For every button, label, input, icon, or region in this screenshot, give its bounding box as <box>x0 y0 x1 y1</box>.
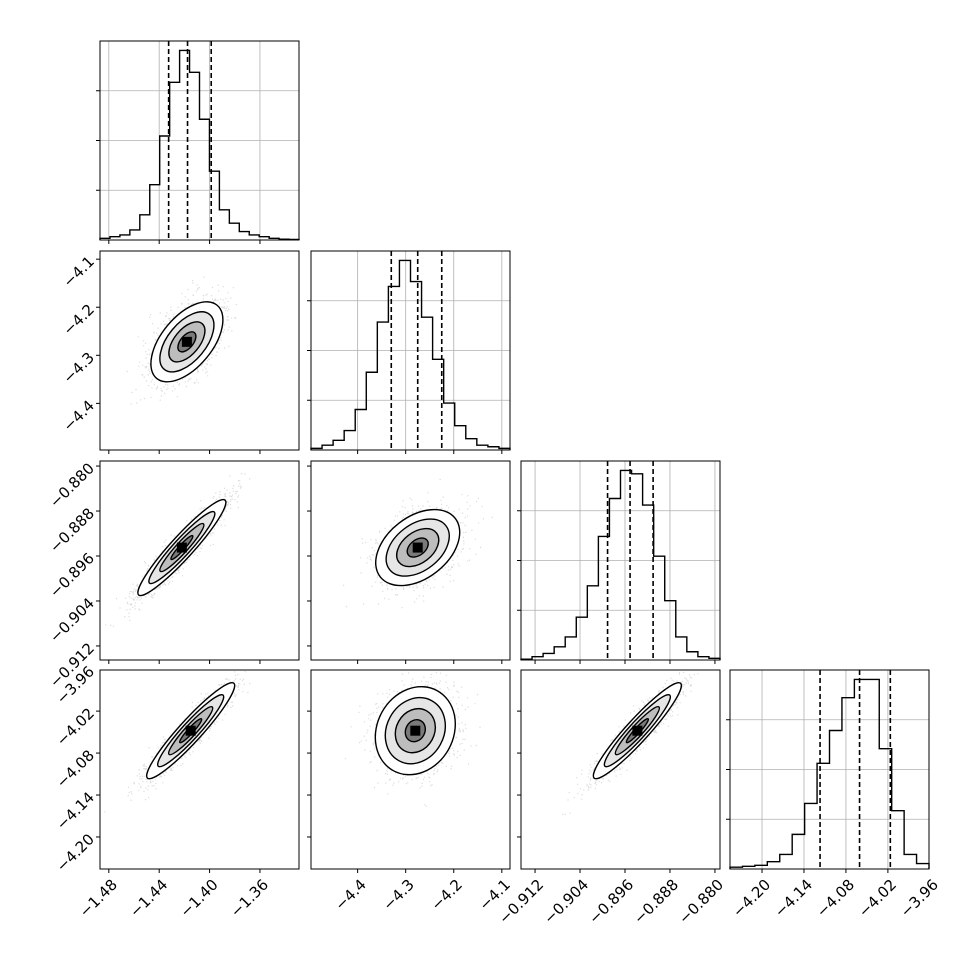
histogram-step-line <box>520 469 721 660</box>
y-tick-label: −4.14 <box>53 788 98 833</box>
scatter-panel-2-0 <box>96 460 300 664</box>
x-tick-label: −4.20 <box>729 876 774 921</box>
histogram-step-line <box>310 259 511 450</box>
panel-frame <box>520 460 721 661</box>
y-tick-label: −4.3 <box>60 349 98 387</box>
panel-frame <box>99 669 300 870</box>
x-tick-label: −0.880 <box>675 876 727 928</box>
panel-frame <box>310 460 511 661</box>
y-tick-label: −4.20 <box>53 830 98 875</box>
panel-frame <box>520 669 721 870</box>
x-tick-label: −4.08 <box>813 876 858 921</box>
y-tick-label: −4.2 <box>60 301 98 339</box>
x-tick-label: −1.36 <box>227 876 272 921</box>
y-tick-label: −0.896 <box>46 549 98 601</box>
x-tick-label: −4.4 <box>331 876 369 914</box>
x-tick-label: −4.3 <box>379 876 417 914</box>
density-peak <box>412 542 423 553</box>
scatter-panel-3-1 <box>307 669 511 873</box>
scatter-panel-3-0 <box>96 669 300 873</box>
panel-frame <box>99 40 300 241</box>
x-tick-label: −4.2 <box>427 876 465 914</box>
density-peak <box>176 542 187 553</box>
x-tick-label: −0.888 <box>630 876 682 928</box>
scatter-panel-3-2 <box>517 669 721 873</box>
x-tick-label: −4.14 <box>771 876 816 921</box>
y-tick-label: −0.904 <box>46 594 98 646</box>
y-tick-label: −4.1 <box>60 252 98 290</box>
panel-frame <box>310 669 511 870</box>
panel-frame <box>99 250 300 451</box>
density-peak <box>632 725 643 736</box>
y-tick-label: −4.08 <box>53 746 98 791</box>
x-tick-label: −0.896 <box>585 876 637 928</box>
panel-frame <box>99 460 300 661</box>
density-peak <box>185 725 196 736</box>
histogram-step-line <box>729 678 930 869</box>
histogram-panel-2 <box>517 460 721 664</box>
x-tick-label: −1.40 <box>177 876 222 921</box>
x-tick-label: −0.904 <box>540 876 592 928</box>
x-tick-label: −3.96 <box>897 876 942 921</box>
density-peak <box>410 725 421 736</box>
panel-frame <box>310 250 511 451</box>
y-tick-label: −0.888 <box>46 504 98 556</box>
panel-frame <box>729 669 930 870</box>
scatter-panel-1-0 <box>96 250 300 454</box>
x-tick-label: −1.44 <box>126 876 171 921</box>
scatter-panel-2-1 <box>307 460 511 664</box>
y-tick-label: −4.4 <box>60 397 98 435</box>
histogram-panel-0 <box>96 40 300 244</box>
histogram-step-line <box>99 49 300 241</box>
panel-background <box>521 670 720 869</box>
x-tick-label: −1.48 <box>76 876 121 921</box>
x-tick-label: −4.02 <box>855 876 900 921</box>
histogram-panel-3 <box>726 669 930 873</box>
panel-background <box>100 670 299 869</box>
y-tick-label: −4.02 <box>53 704 98 749</box>
density-peak <box>181 336 192 347</box>
histogram-panel-1 <box>307 250 511 454</box>
y-tick-label: −0.880 <box>46 459 98 511</box>
panel-background <box>100 461 299 660</box>
